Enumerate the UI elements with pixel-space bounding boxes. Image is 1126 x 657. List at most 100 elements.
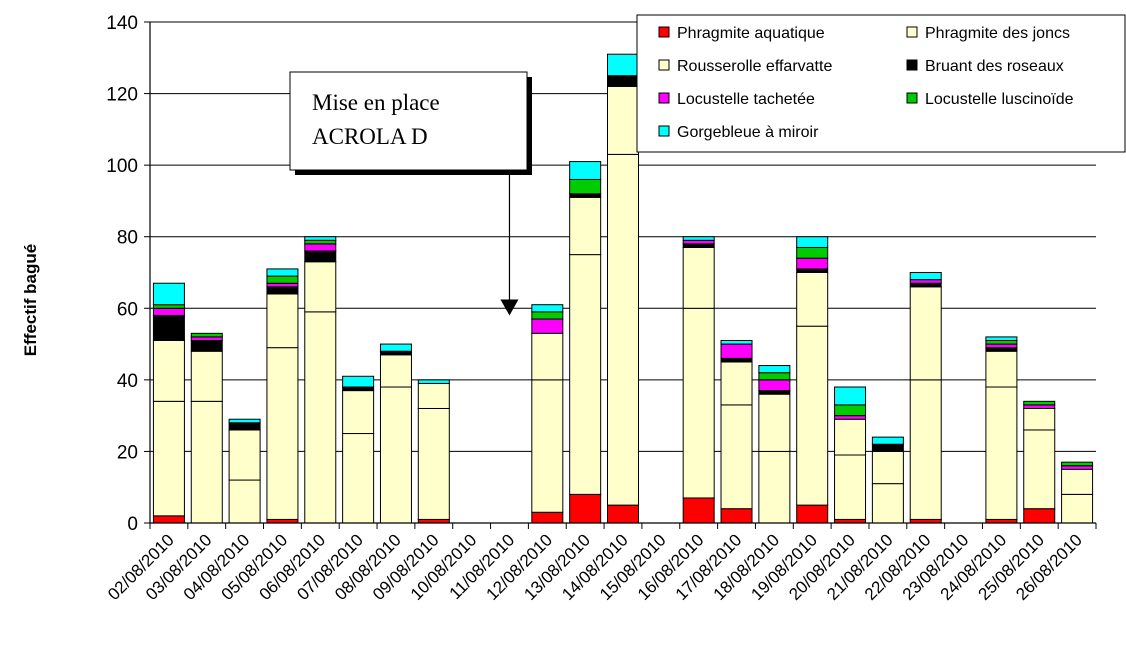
legend-label: Phragmite aquatique (677, 25, 825, 42)
y-tick-label: 0 (127, 514, 138, 535)
bar-segment (342, 375, 375, 388)
bar-segment (871, 436, 904, 445)
bar-segment (682, 307, 715, 499)
bar-segment (607, 53, 639, 77)
legend-swatch (906, 92, 918, 104)
bar-segment (1023, 404, 1056, 409)
bar-segment (531, 304, 564, 313)
bar-segment (796, 325, 829, 506)
bar-segment (720, 404, 753, 510)
bar-segment (871, 483, 904, 524)
bar-segment (266, 275, 299, 284)
y-tick-label: 140 (106, 13, 138, 34)
annotation: Mise en place ACROLA D (289, 71, 532, 316)
legend-label: Rousserolle effarvatte (677, 58, 832, 75)
bar-segment (342, 386, 375, 392)
bar-segment (1061, 461, 1094, 467)
bar-segment (720, 339, 753, 345)
bar-segment (909, 279, 942, 284)
y-tick-label: 80 (117, 228, 138, 249)
legend-swatch (906, 26, 918, 38)
bar-segment (1061, 465, 1094, 470)
bar-segment (152, 304, 185, 309)
bar-segment (1061, 493, 1094, 524)
bar-segment (228, 422, 261, 431)
bar-segment (569, 493, 602, 524)
bar-segment (985, 343, 1018, 349)
bar-segment (152, 314, 185, 341)
bar-segment (266, 293, 299, 349)
bar-segment (266, 282, 299, 288)
bar-segment (152, 307, 185, 316)
bar-segment (266, 268, 299, 277)
bar-segment (304, 239, 337, 245)
bar-segment (304, 250, 337, 263)
bar-segment (796, 504, 829, 524)
bar-segment (1023, 400, 1056, 406)
bar-segment (834, 404, 867, 417)
bar-segment (228, 418, 261, 424)
bar-segment (682, 246, 715, 309)
bar-segment (152, 515, 185, 524)
bar-segment (985, 386, 1018, 520)
bar-segment (796, 246, 829, 259)
bar-segment (190, 339, 223, 352)
y-tick-label: 20 (117, 442, 138, 463)
bar-segment (190, 336, 223, 341)
bar-segment (1023, 508, 1056, 524)
bar-segment (266, 347, 299, 520)
legend-swatch (658, 26, 670, 38)
bar-segment (531, 511, 564, 524)
bar-segment (152, 282, 185, 306)
bar-segment (304, 311, 337, 524)
bar-segment (417, 382, 450, 409)
bar-segment (417, 379, 450, 384)
bar-segment (834, 418, 867, 456)
legend-swatch (906, 59, 918, 71)
legend-box (636, 14, 1126, 153)
bar-segment (758, 365, 791, 374)
bar-segment (569, 193, 602, 198)
legend-label: Bruant des roseaux (925, 58, 1064, 75)
bar-segment (834, 386, 867, 406)
bar-segment (1023, 407, 1056, 431)
bar-segment (758, 390, 791, 395)
bar-segment (796, 257, 829, 270)
y-tick-label: 120 (106, 85, 138, 106)
bar-segment (342, 433, 375, 524)
annotation-text: ACROLA D (312, 124, 428, 149)
bar-segment (569, 254, 602, 495)
bar-segment (607, 75, 639, 87)
bar-segment (682, 497, 715, 524)
bar-segment (985, 336, 1018, 341)
bar-segment (720, 508, 753, 524)
bar-segment (796, 272, 829, 327)
bars (152, 53, 1094, 524)
bar-segment (569, 178, 602, 195)
bar-segment (304, 243, 337, 252)
bar-segment (834, 415, 867, 420)
legend-swatch (658, 125, 670, 137)
bar-segment (417, 407, 450, 520)
annotation-box (289, 71, 528, 171)
bar-segment (152, 400, 185, 517)
bar-segment (304, 236, 337, 241)
bar-segment (909, 282, 942, 288)
bar-segment (1061, 468, 1094, 495)
bar-segment (985, 347, 1018, 352)
bar-segment (569, 196, 602, 256)
bar-segment (871, 443, 904, 452)
y-tick-labels: 0 20 40 60 80 100 120 140 (106, 13, 138, 535)
bar-segment (909, 379, 942, 520)
bar-segment (720, 361, 753, 406)
legend-label: Locustelle luscinoïde (925, 91, 1074, 108)
bar-segment (379, 350, 412, 356)
bar-segment (379, 386, 412, 524)
bar-segment (304, 261, 337, 313)
legend-label: Gorgebleue à miroir (677, 124, 819, 141)
y-tick-label: 100 (106, 156, 138, 177)
bar-segment (531, 379, 564, 513)
x-tick-labels: 02/08/201003/08/201004/08/201005/08/2010… (104, 530, 1086, 604)
legend-label: Locustelle tachetée (677, 91, 815, 108)
